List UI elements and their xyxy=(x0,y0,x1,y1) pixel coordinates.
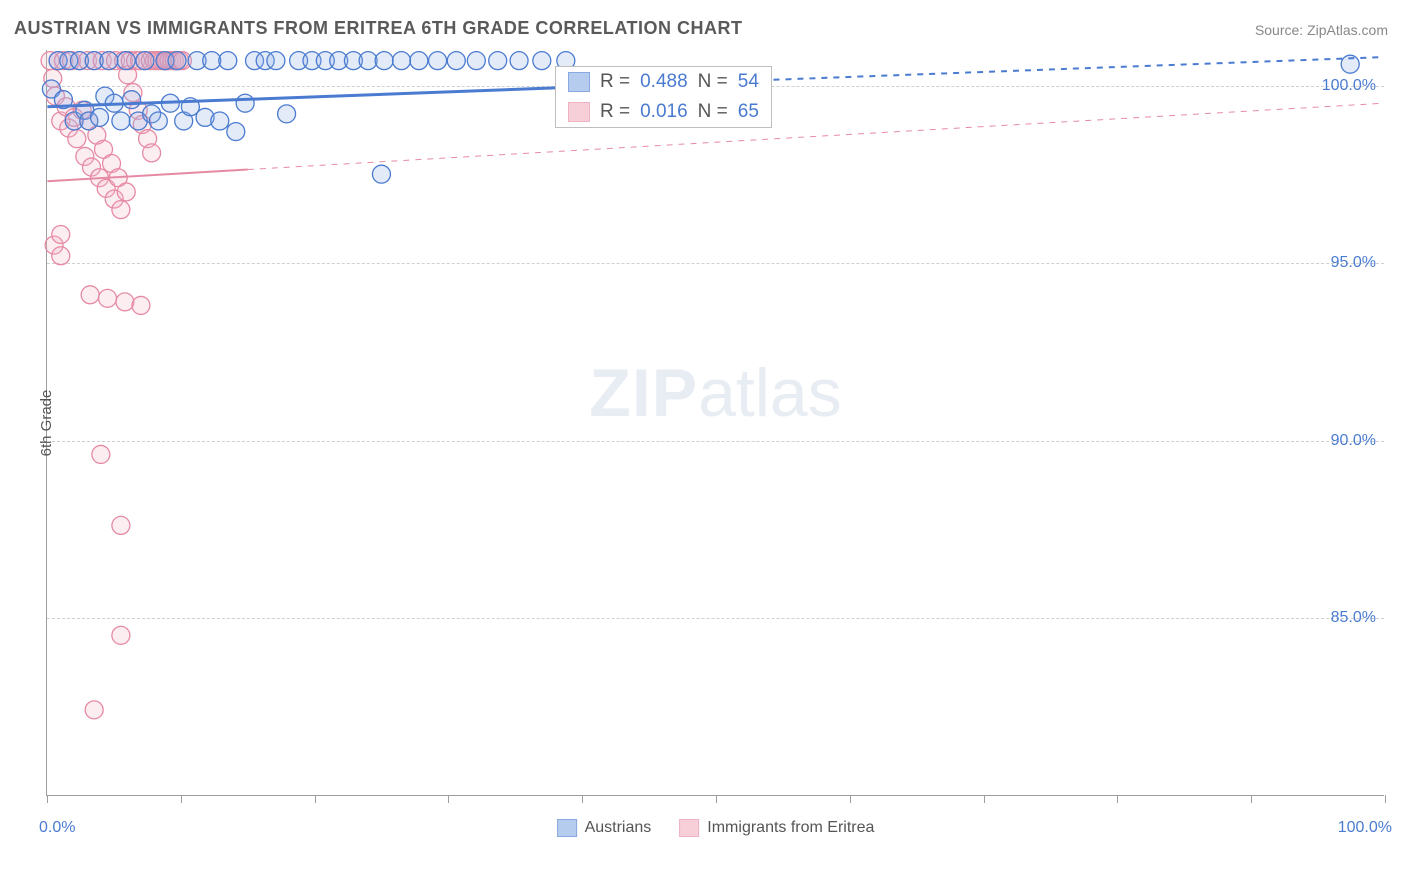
scatter-point xyxy=(112,516,130,534)
scatter-point xyxy=(372,165,390,183)
scatter-point xyxy=(143,144,161,162)
scatter-point xyxy=(112,112,130,130)
scatter-point xyxy=(211,112,229,130)
stats-row-0: R = 0.488 N = 54 xyxy=(556,67,771,97)
legend-swatch-0 xyxy=(557,819,577,837)
scatter-svg xyxy=(47,50,1384,795)
stats-n-value-1: 65 xyxy=(738,101,759,123)
source-attribution: Source: ZipAtlas.com xyxy=(1255,22,1388,38)
scatter-point xyxy=(278,105,296,123)
trend-line-solid xyxy=(47,170,247,182)
stats-r-value-0: 0.488 xyxy=(640,71,688,93)
x-axis-min-label: 0.0% xyxy=(39,819,75,837)
stats-r-value-1: 0.016 xyxy=(640,101,688,123)
scatter-point xyxy=(489,52,507,70)
stats-row-1: R = 0.016 N = 65 xyxy=(556,97,771,127)
chart-container: AUSTRIAN VS IMMIGRANTS FROM ERITREA 6TH … xyxy=(0,0,1406,892)
stats-swatch-1 xyxy=(568,102,590,122)
stats-swatch-0 xyxy=(568,72,590,92)
scatter-point xyxy=(203,52,221,70)
scatter-point xyxy=(219,52,237,70)
scatter-point xyxy=(117,183,135,201)
x-tick xyxy=(1251,795,1252,803)
x-tick xyxy=(850,795,851,803)
scatter-point xyxy=(116,293,134,311)
bottom-legend: Austrians Immigrants from Eritrea xyxy=(557,819,875,837)
scatter-point xyxy=(81,286,99,304)
scatter-point xyxy=(429,52,447,70)
scatter-point xyxy=(447,52,465,70)
scatter-point xyxy=(168,52,186,70)
legend-item-1[interactable]: Immigrants from Eritrea xyxy=(679,819,874,837)
x-tick xyxy=(1385,795,1386,803)
scatter-point xyxy=(393,52,411,70)
x-tick xyxy=(448,795,449,803)
legend-label-0: Austrians xyxy=(585,819,652,837)
x-tick xyxy=(984,795,985,803)
scatter-point xyxy=(359,52,377,70)
scatter-point xyxy=(149,112,167,130)
scatter-point xyxy=(92,445,110,463)
scatter-point xyxy=(236,94,254,112)
stats-legend-box: R = 0.488 N = 54 R = 0.016 N = 65 xyxy=(555,66,772,128)
legend-item-0[interactable]: Austrians xyxy=(557,819,652,837)
x-tick xyxy=(582,795,583,803)
x-tick xyxy=(181,795,182,803)
scatter-point xyxy=(112,201,130,219)
stats-n-value-0: 54 xyxy=(738,71,759,93)
source-prefix: Source: xyxy=(1255,22,1307,38)
scatter-point xyxy=(136,52,154,70)
stats-r-label: R = xyxy=(600,101,630,123)
scatter-point xyxy=(267,52,285,70)
scatter-point xyxy=(123,91,141,109)
stats-n-label: N = xyxy=(698,71,728,93)
x-tick xyxy=(315,795,316,803)
x-axis-max-label: 100.0% xyxy=(1338,819,1392,837)
scatter-point xyxy=(375,52,393,70)
scatter-point xyxy=(68,130,86,148)
scatter-point xyxy=(410,52,428,70)
scatter-point xyxy=(52,247,70,265)
trend-line-dashed xyxy=(248,103,1384,169)
scatter-point xyxy=(227,123,245,141)
scatter-point xyxy=(467,52,485,70)
scatter-point xyxy=(91,108,109,126)
scatter-point xyxy=(99,289,117,307)
source-link[interactable]: ZipAtlas.com xyxy=(1307,22,1388,38)
scatter-point xyxy=(85,701,103,719)
scatter-point xyxy=(510,52,528,70)
stats-r-label: R = xyxy=(600,71,630,93)
x-tick xyxy=(47,795,48,803)
x-tick xyxy=(1117,795,1118,803)
plot-area: 6th Grade ZIPatlas 85.0%90.0%95.0%100.0%… xyxy=(46,50,1384,796)
x-tick xyxy=(716,795,717,803)
chart-title: AUSTRIAN VS IMMIGRANTS FROM ERITREA 6TH … xyxy=(14,18,743,39)
scatter-point xyxy=(117,52,135,70)
scatter-point xyxy=(533,52,551,70)
scatter-point xyxy=(112,626,130,644)
stats-n-label: N = xyxy=(698,101,728,123)
scatter-point xyxy=(100,52,118,70)
scatter-point xyxy=(132,296,150,314)
scatter-point xyxy=(52,225,70,243)
legend-label-1: Immigrants from Eritrea xyxy=(707,819,874,837)
legend-swatch-1 xyxy=(679,819,699,837)
